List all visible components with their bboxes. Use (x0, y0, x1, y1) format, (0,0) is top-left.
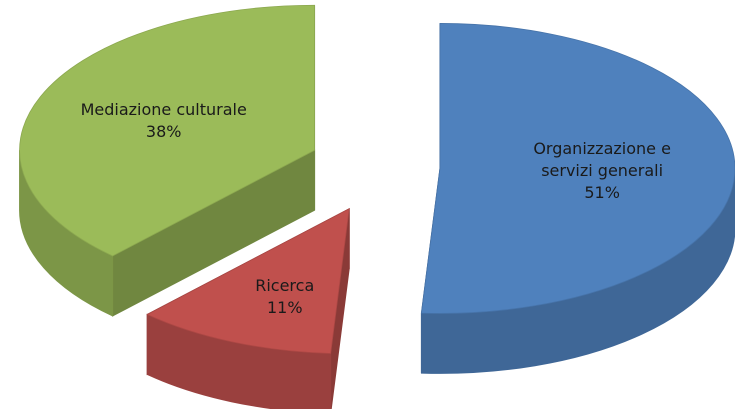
slice-label: Organizzazione e servizi generali 51% (507, 138, 697, 204)
value-label: 51% (584, 182, 620, 202)
slice-group (19, 4, 316, 317)
slice-label: Mediazione culturale 38% (69, 99, 259, 143)
value-label: 11% (266, 297, 303, 317)
category-label: Organizzazione e servizi generali (533, 138, 671, 180)
value-label: 38% (145, 121, 182, 141)
slice (146, 208, 350, 354)
category-label: Ricerca (255, 275, 315, 295)
slice-group (146, 207, 350, 409)
slice (19, 4, 315, 257)
category-label: Mediazione culturale (80, 99, 247, 119)
slice-group (420, 23, 735, 374)
slice-label: Ricerca 11% (190, 275, 380, 319)
